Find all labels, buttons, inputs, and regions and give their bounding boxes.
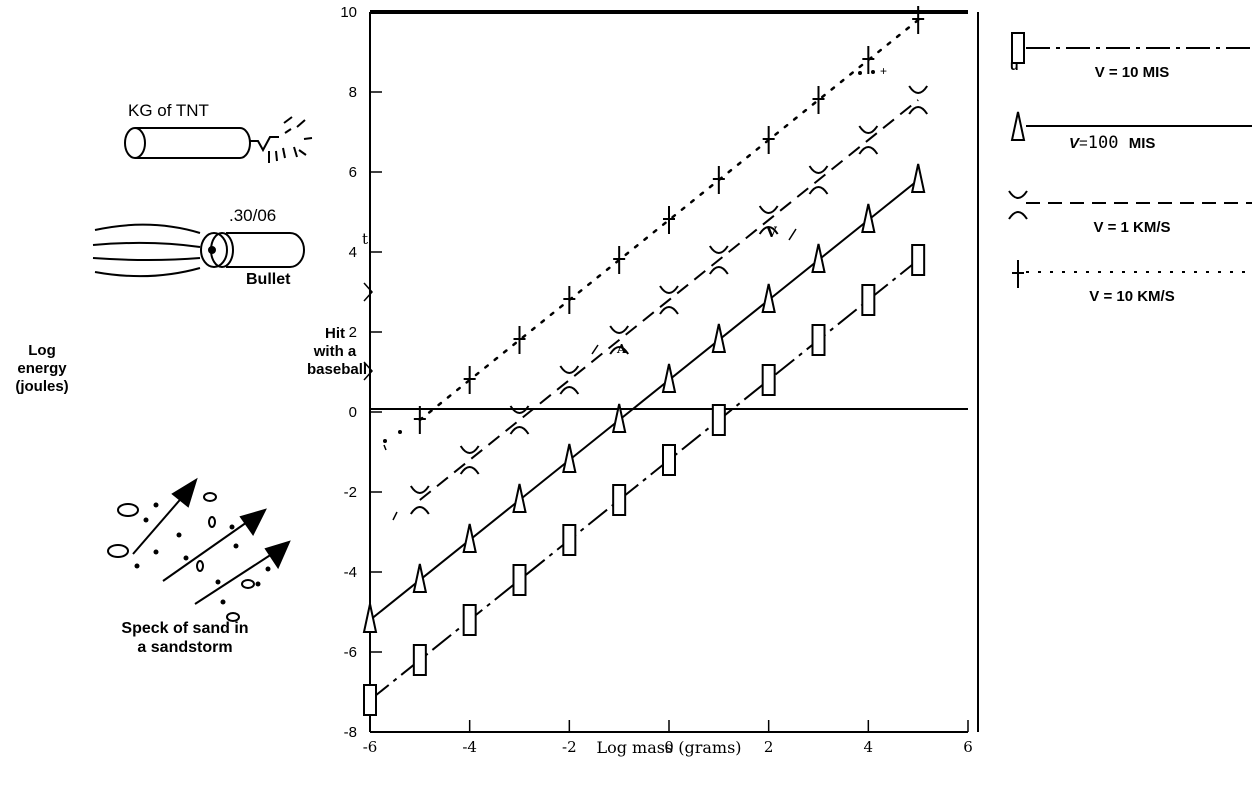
sand-label: Speck of sand in a sandstorm [121,620,249,657]
bullet-caliber-label: .30/06 [229,206,277,225]
bullet-illustration [92,223,305,278]
axes-frame [369,10,979,733]
y-tick-label: 8 [349,84,357,101]
data-point-triangle [910,163,926,193]
data-point-square [711,404,726,436]
legend-marker-x [1008,190,1028,220]
data-point-x [459,445,480,475]
legend-label: V = 10 MIS [1095,64,1170,81]
data-point-triangle [811,243,826,273]
data-point-x [708,245,729,275]
data-point-triangle [512,483,527,513]
x-tick-label: -6 [363,738,378,756]
data-point-square [612,484,627,516]
data-point-x [559,365,580,395]
data-point-plus [862,46,875,74]
legend-marker-triangle [1010,111,1026,141]
x-tick-label: 2 [764,738,774,756]
x-tick-label: 4 [864,738,874,756]
data-point-triangle [611,403,627,433]
data-point-square [462,604,477,636]
data-point-plus [712,166,725,194]
data-point-square [662,444,676,476]
legend-label: V = 1 KM/S [1093,219,1170,236]
legend-label: V = 10 KM/S [1089,288,1174,305]
data-point-triangle [711,323,727,353]
data-point-plus [663,206,675,234]
y-tick-label: 0 [349,404,357,421]
data-point-triangle [861,203,876,233]
data-point-triangle [761,283,776,313]
data-point-plus [613,246,626,274]
data-point-square [363,684,377,716]
series-line [419,99,919,501]
y-tick-label: -2 [344,484,357,501]
data-point-square [512,564,527,596]
data-point-x [659,285,679,315]
series-line [369,259,919,701]
data-point-x [908,85,929,115]
data-point-triangle [661,363,677,393]
y-tick-label: 4 [349,244,357,261]
y-tick-label: -4 [344,564,357,581]
stray-t-mark: t [362,230,368,248]
legend-item-3: V = 1 KM/S [1008,190,1252,236]
legend-marker-plus [1012,260,1024,288]
data-point-plus [912,6,925,34]
data-point-square [911,244,926,276]
baseball-label: Hit with a baseball [307,325,368,378]
x-tick-label: 6 [963,738,973,756]
x-tick-label: -2 [562,738,577,756]
series-4 [413,6,925,434]
y-axis-label: Log energy (joules) [15,342,69,395]
bullet-label: Bullet [246,271,291,288]
legend-label: V=100 MIS [1069,133,1155,153]
data-point-x [509,405,530,435]
stray-marks [363,70,875,521]
legend-marker-square [1011,32,1025,64]
data-point-square [861,284,876,316]
data-point-plus [463,366,476,394]
legend-item-4: V = 10 KM/S [1012,260,1252,305]
tnt-stick-illustration [124,116,313,163]
data-point-plus [513,326,526,354]
series-1 [363,244,926,716]
y-tick-label: 10 [340,4,357,21]
y-tick-label: -8 [344,724,357,741]
tnt-label: KG of TNT [128,101,209,120]
data-point-triangle [562,443,577,473]
data-point-plus [413,406,426,434]
series-line [369,179,919,621]
data-point-plus [762,126,775,154]
data-point-x [409,485,430,515]
stray-plus-mark: + [880,64,887,78]
data-point-square [562,524,577,556]
data-point-plus [563,286,576,314]
y-tick-label: 6 [349,164,357,181]
data-point-triangle [412,563,428,593]
data-point-square [811,324,826,356]
data-point-x [808,165,829,195]
legend-u-mark: u [1010,57,1019,73]
data-point-triangle [362,603,378,633]
y-tick-label: 2 [349,324,357,341]
data-point-x [609,325,630,355]
legend-item-1: V = 10 MIS [1011,32,1252,81]
stray-a-mark: A [616,342,627,356]
data-point-triangle [462,523,477,553]
data-point-square [412,644,427,676]
x-axis-label: Log mass (grams) [596,738,741,757]
x-tick-label: 0 [664,738,674,756]
data-point-plus [812,86,825,114]
data-point-square [761,364,776,396]
data-point-x [758,205,779,235]
x-tick-label: -4 [462,738,477,756]
series-2 [362,163,926,633]
legend-item-2: V=100 MIS [1010,111,1252,153]
series-3 [409,85,929,515]
sandstorm-illustration [107,477,291,622]
y-tick-label: -6 [344,644,357,661]
data-point-x [858,125,879,155]
